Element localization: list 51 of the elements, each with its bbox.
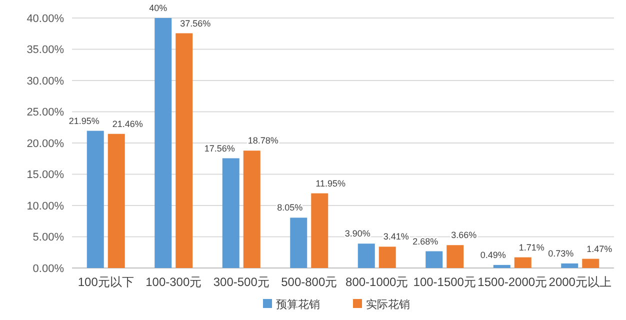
y-tick-label: 35.00% [26, 44, 64, 56]
bar [514, 257, 532, 268]
x-tick-label: 100元以下 [78, 275, 134, 289]
data-label: 2.68% [412, 236, 438, 246]
x-tick-label: 800-1000元 [346, 275, 408, 289]
bar [561, 263, 578, 268]
data-label: 37.56% [180, 18, 211, 28]
bar [426, 251, 443, 268]
data-label: 3.41% [383, 232, 409, 242]
data-label: 0.73% [548, 248, 574, 258]
data-label: 21.95% [68, 116, 100, 126]
data-label: 1.71% [518, 242, 544, 252]
bar [311, 193, 328, 268]
bar [243, 150, 260, 268]
bar [86, 130, 104, 268]
bar [446, 245, 464, 268]
y-tick-label: 30.00% [26, 75, 64, 88]
y-tick-label: 25.00% [26, 106, 64, 119]
bar [108, 134, 125, 268]
x-tick-label: 500-800元 [281, 275, 338, 289]
x-tick-label: 300-500元 [213, 275, 270, 289]
data-label: 17.56% [204, 143, 235, 154]
bar [358, 244, 375, 268]
data-label: 3.90% [344, 228, 370, 239]
bar [582, 258, 600, 268]
x-tick-label: 100-1500元 [413, 275, 476, 289]
data-label: 18.78% [248, 136, 278, 146]
y-tick-label: 40.00% [26, 12, 64, 25]
x-tick-label: 2000元以上 [548, 275, 612, 289]
y-tick-label: 10.00% [26, 200, 64, 212]
data-label: 8.05% [277, 202, 303, 213]
bar [154, 18, 172, 268]
bar [493, 264, 510, 268]
data-label: 1.47% [586, 244, 612, 254]
data-label: 0.49% [480, 250, 506, 260]
legend-label: 预算花销 [276, 298, 320, 311]
data-label: 21.46% [112, 118, 143, 129]
bar [176, 33, 193, 268]
x-tick-label: 100-300元 [146, 275, 202, 289]
bar [222, 158, 240, 268]
legend-label: 实际花销 [366, 298, 410, 311]
data-label: 3.66% [451, 230, 477, 240]
y-tick-label: 15.00% [26, 169, 64, 182]
bar [378, 246, 396, 268]
x-tick-label: 1500-2000元 [478, 275, 548, 289]
bar [290, 218, 308, 268]
y-tick-label: 20.00% [26, 138, 64, 150]
y-tick-label: 0.00% [32, 262, 64, 275]
data-label: 40% [149, 3, 168, 13]
data-label: 11.95% [316, 178, 346, 188]
y-tick-label: 5.00% [32, 232, 64, 244]
